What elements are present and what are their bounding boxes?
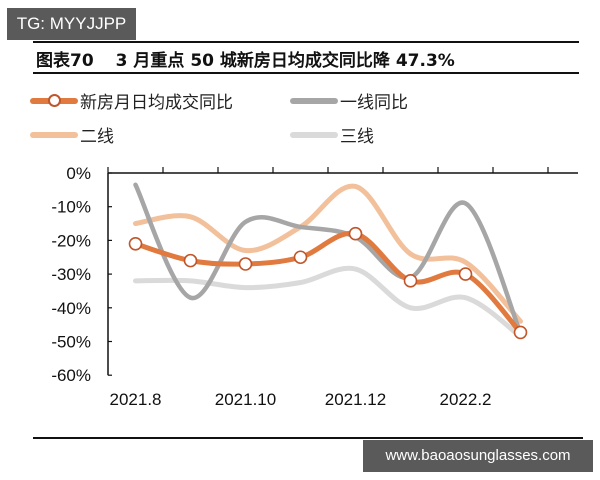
legend-label: 新房月日均成交同比 [80,93,233,113]
legend-item-tier2: 二线 [30,122,114,147]
x-tick-label: 2022.2 [440,390,492,409]
data-point-marker [183,253,198,268]
figure-number: 图表70 [36,51,94,71]
title-rule [33,72,579,74]
chart-series [128,182,528,340]
data-point-marker [293,250,308,265]
legend-swatch-line-marker-icon [30,93,78,107]
x-tick-label: 2021.8 [110,390,162,409]
x-tick-label: 2021.12 [325,390,386,409]
legend-swatch-line-icon [290,97,338,104]
top-rule [33,41,579,43]
legend-item-tier1: 一线同比 [290,88,408,113]
data-point-marker [513,325,528,340]
legend-label: 二线 [80,127,114,147]
title-text: 3 月重点 50 城新房日均成交同比降 47.3% [115,51,455,71]
series-line [133,183,523,324]
data-point-marker [458,267,473,281]
x-tick-label: 2021.10 [215,390,276,409]
y-tick-label: -50% [51,333,91,352]
data-point-marker [403,274,418,288]
legend-label: 一线同比 [340,93,408,113]
data-point-marker [128,236,143,251]
legend-item-tier3: 三线 [290,122,374,147]
y-tick-label: -60% [51,366,91,385]
y-tick-label: -20% [51,231,91,250]
bottom-rule [33,437,583,439]
chart-legend: 新房月日均成交同比 一线同比 二线 三线 [30,88,470,152]
series-line [133,230,523,335]
series-line [133,265,523,339]
chart-title: 图表70 3 月重点 50 城新房日均成交同比降 47.3% [36,46,455,71]
y-tick-label: -40% [51,299,91,318]
y-tick-label: 0% [66,164,91,183]
legend-swatch-line-icon [290,131,338,138]
legend-swatch-line-icon [30,131,78,138]
watermark-top-badge: TG: MYYJJPP [7,8,136,40]
legend-item-new-homes: 新房月日均成交同比 [30,88,233,113]
legend-label: 三线 [340,127,374,147]
data-point-marker [348,226,363,241]
watermark-bottom-badge: www.baoaosunglasses.com [363,440,593,472]
data-point-marker [238,257,253,271]
y-tick-label: -10% [51,198,91,217]
y-tick-label: -30% [51,265,91,284]
series-line [133,182,523,336]
x-axis: 2021.8 2021.10 2021.12 2022.2 [107,167,578,409]
y-axis: 0% -10% -20% -30% -40% -50% -60% [51,164,112,385]
